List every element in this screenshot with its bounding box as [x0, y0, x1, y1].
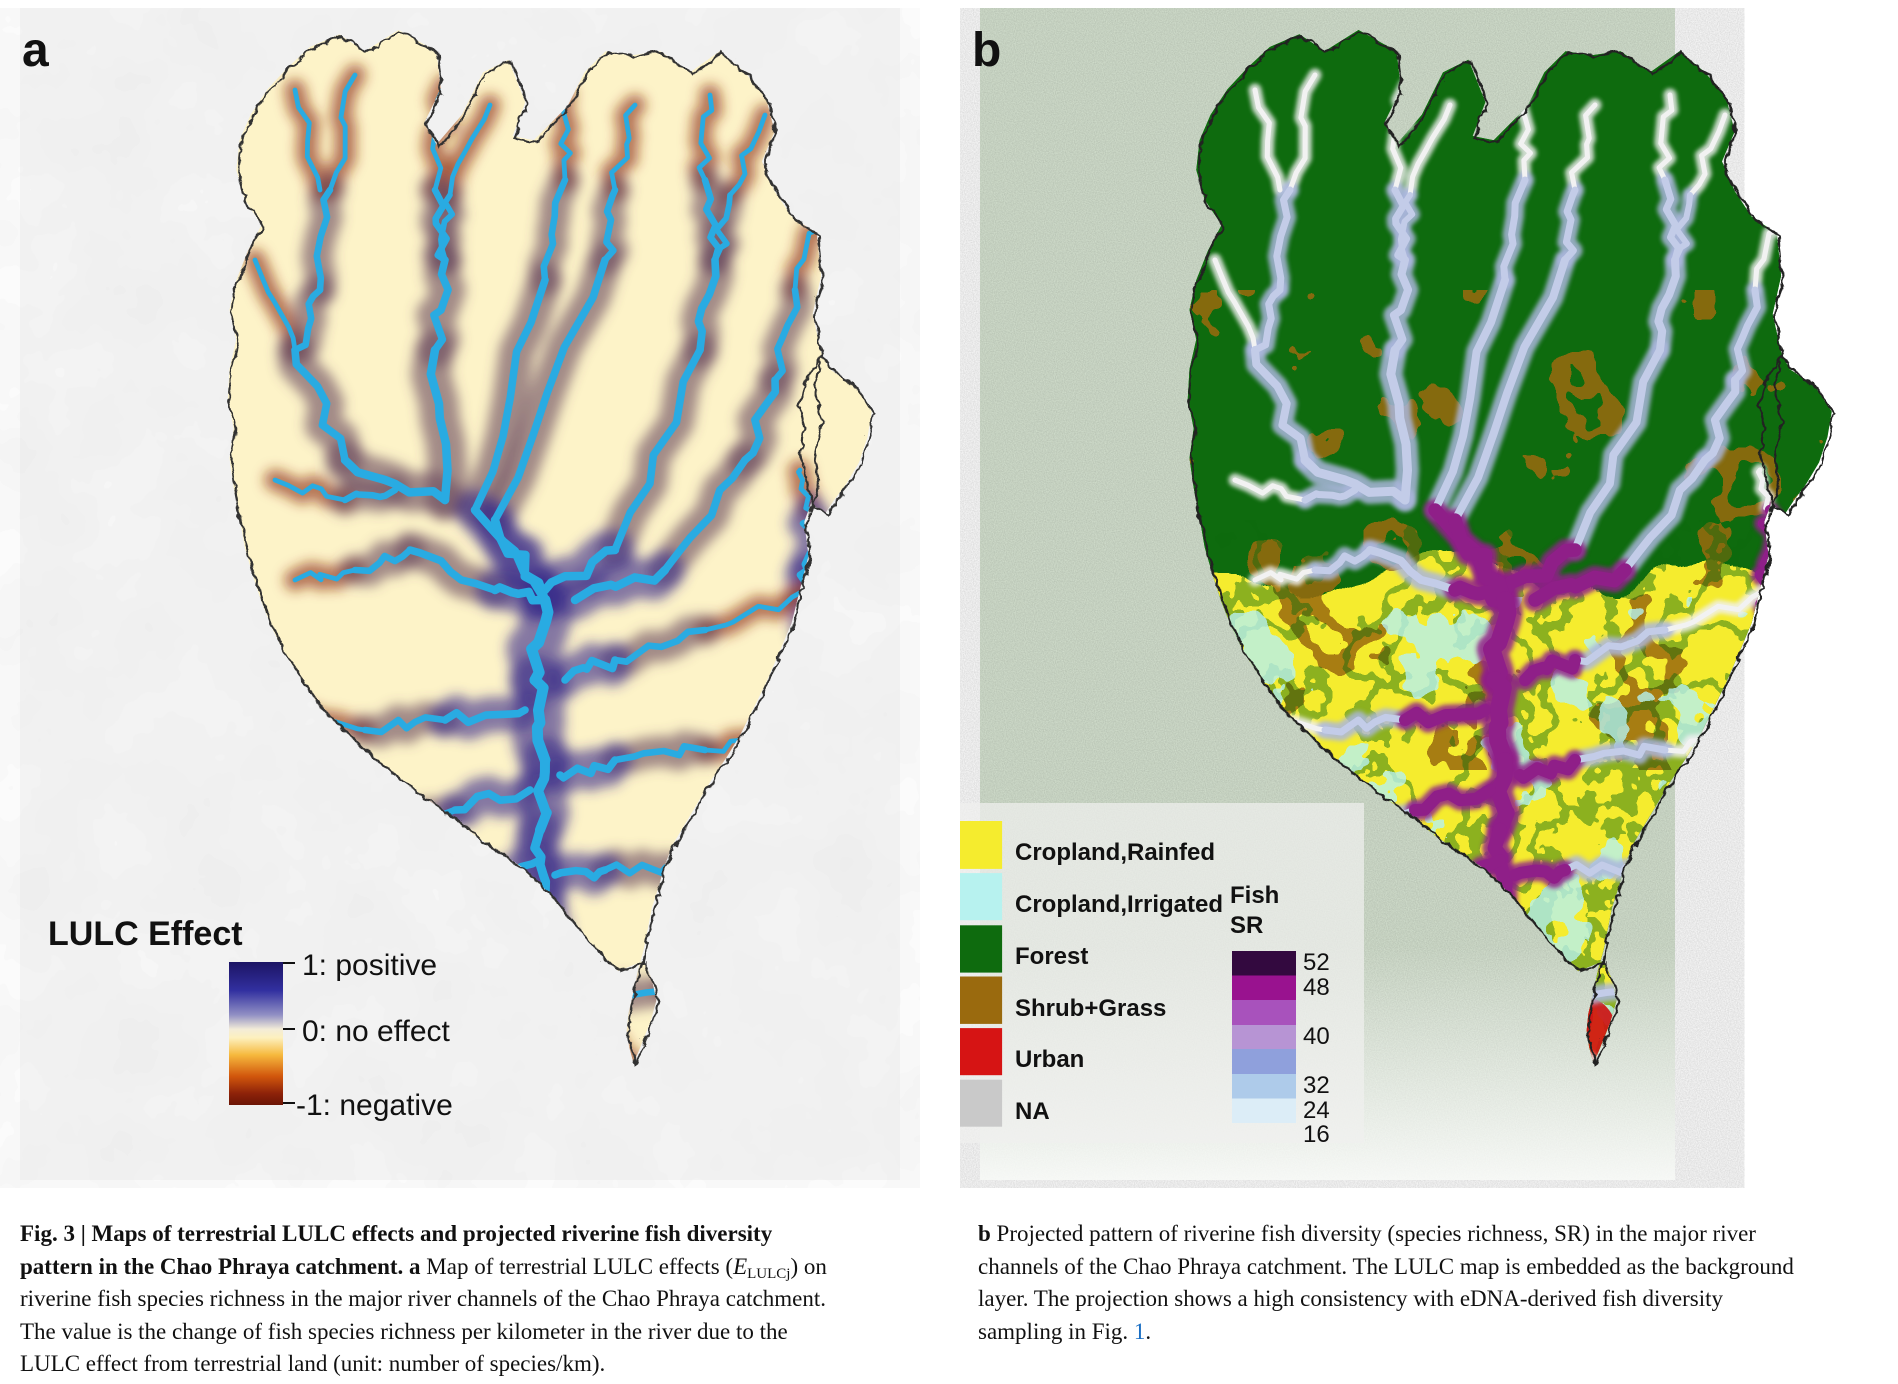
svg-text:52: 52 [1303, 949, 1330, 976]
svg-text:40: 40 [1303, 1023, 1330, 1050]
svg-text:Urban: Urban [1015, 1046, 1084, 1073]
svg-text:a: a [22, 24, 49, 77]
svg-text:Cropland,Irrigated: Cropland,Irrigated [1015, 891, 1223, 918]
svg-text:NA: NA [1015, 1098, 1050, 1125]
svg-text:LULC Effect: LULC Effect [48, 915, 243, 953]
svg-text:24: 24 [1303, 1097, 1330, 1124]
svg-text:SR: SR [1230, 912, 1263, 939]
svg-text:16: 16 [1303, 1121, 1330, 1148]
svg-text:48: 48 [1303, 974, 1330, 1001]
svg-text:-1: negative: -1: negative [296, 1089, 453, 1122]
svg-text:Fish: Fish [1230, 882, 1279, 909]
svg-text:Cropland,Rainfed: Cropland,Rainfed [1015, 839, 1215, 866]
svg-text:Shrub+Grass: Shrub+Grass [1015, 995, 1166, 1022]
svg-text:32: 32 [1303, 1072, 1330, 1099]
svg-text:0: no effect: 0: no effect [302, 1015, 451, 1048]
svg-text:Forest: Forest [1015, 943, 1088, 970]
svg-text:b: b [972, 24, 1001, 77]
svg-text:1: positive: 1: positive [302, 949, 437, 982]
